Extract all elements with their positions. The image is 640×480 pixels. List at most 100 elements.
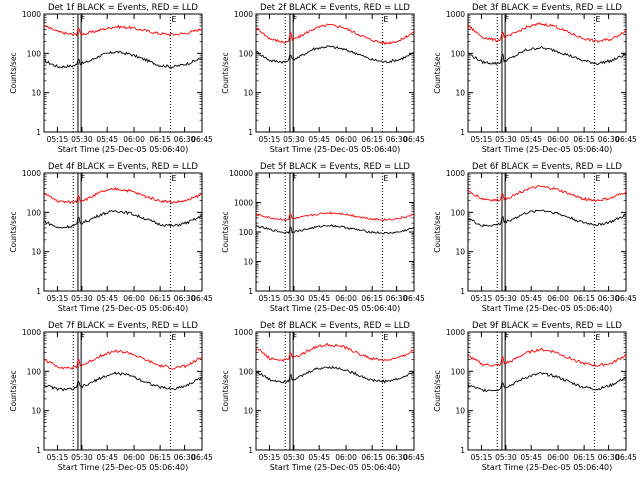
y-tick-label: 100 [239,49,254,58]
marker-label-f: F [81,15,86,24]
x-tick-label: 05:45 [520,135,542,144]
series-line-events [43,371,203,392]
x-tick-label: 05:45 [96,135,118,144]
series-line-events [43,209,203,229]
x-tick-label: 06:00 [335,135,357,144]
x-tick-label: 06:45 [615,453,637,462]
y-axis-label: Counts/sec [9,52,18,93]
series-line-events [255,224,415,235]
chart-title: Det 1f BLACK = Events, RED = LLD [48,3,198,13]
marker-label-f: F [505,15,510,24]
marker-label-f: F [81,333,86,342]
x-tick-label: 05:30 [71,294,93,303]
chart-panel-7: Det 7f BLACK = Events, RED = LLD 1 10 100 10… [9,321,213,472]
marker-label-e: E [595,333,600,342]
series-line-lld [43,24,203,37]
x-tick-label: 06:15 [573,135,595,144]
chart-panel-4: Det 4f BLACK = Events, RED = LLD 1 10 100 10… [9,162,213,313]
chart-panel-5: Det 5f BLACK = Events, RED = LLD 1 10 100 10… [221,162,425,313]
x-tick-label: 06:45 [403,294,425,303]
marker-label-f: F [81,174,86,183]
x-tick-label: 06:30 [386,294,408,303]
plot-frame [467,13,627,133]
y-tick-label: 1000 [234,199,253,208]
x-tick-label: 05:45 [308,294,330,303]
x-axis-label: Start Time (25-Dec-05 05:06:40) [270,304,401,313]
x-tick-label: 06:30 [386,135,408,144]
chart-title: Det 9f BLACK = Events, RED = LLD [472,321,622,331]
y-tick-label: 10 [31,407,41,416]
x-tick-label: 06:45 [615,135,637,144]
x-axis-label: Start Time (25-Dec-05 05:06:40) [482,463,613,472]
series-line-lld [43,186,203,205]
x-tick-label: 05:45 [308,135,330,144]
y-tick-label: 10 [243,407,253,416]
chart-title: Det 3f BLACK = Events, RED = LLD [472,3,622,13]
marker-label-f: F [505,333,510,342]
y-tick-label: 1000 [22,169,41,178]
x-tick-label: 06:45 [191,294,213,303]
marker-label-e: E [383,15,388,24]
series-line-lld [467,185,627,203]
y-tick-label: 1000 [446,10,465,19]
x-tick-label: 05:15 [259,294,281,303]
marker-label-e: E [171,15,176,24]
plot-frame [255,331,415,451]
y-axis-label: Counts/sec [9,211,18,252]
chart-panel-8: Det 8f BLACK = Events, RED = LLD 1 10 100 10… [221,321,425,472]
series-line-events [255,45,415,64]
x-tick-label: 05:30 [495,453,517,462]
y-tick-label: 100 [451,208,466,217]
x-tick-label: 06:00 [123,135,145,144]
y-tick-label: 1 [248,287,253,296]
series-line-events [467,46,627,66]
y-tick-label: 100 [27,208,42,217]
x-tick-label: 06:00 [335,294,357,303]
x-tick-label: 06:30 [598,135,620,144]
marker-label-e: E [383,333,388,342]
series-line-events [467,371,627,393]
series-line-lld [255,211,415,222]
y-tick-label: 1 [248,128,253,137]
y-tick-label: 100 [27,49,42,58]
x-tick-label: 06:15 [149,294,171,303]
y-tick-label: 10 [31,248,41,257]
x-tick-label: 05:15 [471,135,493,144]
x-tick-label: 06:30 [174,135,196,144]
y-axis-label: Counts/sec [221,52,230,93]
x-tick-label: 06:00 [547,294,569,303]
x-tick-label: 06:00 [335,453,357,462]
y-axis-label: Counts/sec [433,211,442,252]
x-axis-label: Start Time (25-Dec-05 05:06:40) [270,145,401,154]
marker-label-e: E [383,174,388,183]
y-tick-label: 10000 [229,169,253,178]
y-axis-label: Counts/sec [433,52,442,93]
x-tick-label: 06:45 [191,453,213,462]
marker-label-f: F [293,333,298,342]
y-tick-label: 10 [243,258,253,267]
y-tick-label: 10 [31,89,41,98]
chart-title: Det 5f BLACK = Events, RED = LLD [260,162,410,172]
marker-label-e: E [171,333,176,342]
y-axis-label: Counts/sec [433,370,442,411]
y-tick-label: 10 [455,407,465,416]
x-tick-label: 06:15 [361,135,383,144]
plot-frame [43,331,203,451]
marker-label-f: F [293,15,298,24]
x-tick-label: 06:15 [149,453,171,462]
y-tick-label: 1000 [22,328,41,337]
y-tick-label: 1000 [234,328,253,337]
x-tick-label: 05:15 [47,135,69,144]
series-line-lld [467,21,627,43]
series-line-lld [467,347,627,367]
x-tick-label: 05:30 [283,453,305,462]
x-tick-label: 05:30 [283,135,305,144]
y-tick-label: 100 [239,228,254,237]
y-axis-label: Counts/sec [221,211,230,252]
series-line-events [255,365,415,384]
x-tick-label: 05:30 [283,294,305,303]
x-tick-label: 05:45 [96,294,118,303]
series-line-lld [255,342,415,363]
x-tick-label: 06:45 [403,453,425,462]
plot-frame [43,13,203,133]
